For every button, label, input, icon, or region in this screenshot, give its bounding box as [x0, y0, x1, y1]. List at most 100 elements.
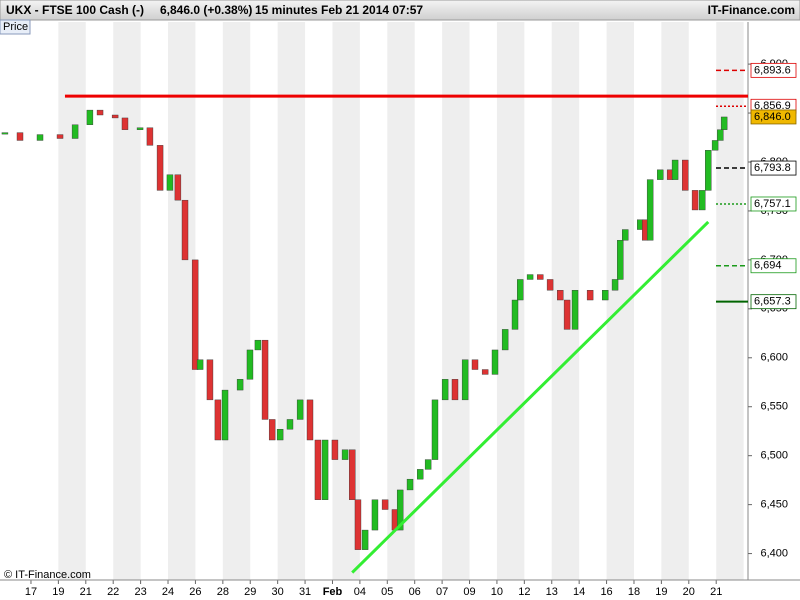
candle — [720, 116, 728, 130]
datetime: Feb 21 2014 07:57 — [321, 3, 423, 17]
day-band — [661, 22, 689, 580]
candle — [371, 499, 379, 531]
candle — [557, 290, 564, 301]
y-tick-label: 6,400 — [760, 547, 788, 559]
x-tick-label: 12 — [518, 586, 530, 598]
y-tick-label: 6,450 — [760, 499, 788, 511]
x-tick-label: 14 — [573, 586, 585, 598]
candle — [56, 134, 64, 139]
day-band — [496, 22, 525, 580]
candle — [381, 499, 389, 510]
panel-tab[interactable] — [0, 19, 31, 35]
candle — [96, 109, 104, 116]
y-tick-label: 6,600 — [760, 352, 788, 364]
candle — [321, 439, 329, 500]
level-label: 6,694 — [754, 260, 782, 272]
candle — [296, 399, 304, 420]
candle — [501, 329, 509, 351]
candle — [646, 179, 654, 241]
level-label: 6,893.6 — [754, 64, 791, 76]
x-tick-label: 21 — [80, 586, 92, 598]
candle — [451, 379, 459, 401]
candle — [306, 399, 314, 441]
candle — [156, 145, 164, 191]
level-box — [750, 62, 797, 78]
x-tick-label: 29 — [244, 586, 256, 598]
trend-line — [351, 220, 710, 574]
level-box — [750, 109, 797, 125]
candle — [246, 349, 254, 380]
interval: 15 minutes — [255, 3, 318, 17]
candle — [586, 290, 594, 301]
day-band — [168, 22, 196, 580]
candle — [181, 199, 189, 261]
candle — [526, 274, 534, 280]
x-tick-label: 19 — [655, 586, 667, 598]
candle — [481, 369, 489, 375]
candle — [191, 259, 199, 370]
candle — [563, 299, 571, 330]
candle — [286, 419, 294, 430]
x-tick-label: 24 — [162, 586, 174, 598]
candle — [511, 299, 519, 330]
x-tick-label: 10 — [491, 586, 503, 598]
candle — [166, 174, 174, 191]
candle — [491, 349, 499, 375]
x-tick-label: Feb — [323, 586, 343, 598]
candle — [111, 114, 119, 119]
x-tick-label: 18 — [628, 586, 640, 598]
day-band — [113, 22, 141, 580]
symbol: UKX - FTSE 100 Cash (-) — [6, 3, 144, 17]
candle — [136, 127, 144, 130]
x-tick-label: 19 — [52, 586, 64, 598]
candle — [622, 229, 629, 241]
candle — [276, 429, 284, 441]
candle — [682, 159, 689, 191]
candle — [671, 159, 679, 180]
x-tick-label: 07 — [436, 586, 448, 598]
candle — [699, 190, 706, 211]
x-tick-label: 20 — [683, 586, 695, 598]
x-tick-label: 22 — [107, 586, 119, 598]
level-label: 6,856.9 — [754, 100, 791, 112]
candle — [546, 279, 554, 291]
candle — [361, 529, 369, 550]
candle — [146, 127, 154, 146]
level-label: 6,846.0 — [754, 111, 791, 123]
level-box — [750, 258, 797, 274]
candle — [214, 399, 222, 441]
level-box — [750, 160, 797, 176]
level-box — [750, 196, 797, 212]
y-tick-label: 6,500 — [760, 450, 788, 462]
x-tick-label: 23 — [134, 586, 146, 598]
candle — [221, 389, 229, 441]
candle — [424, 459, 432, 470]
candle — [537, 274, 544, 280]
x-tick-label: 31 — [299, 586, 311, 598]
day-band — [58, 22, 86, 580]
candle — [711, 140, 719, 151]
candle — [36, 134, 44, 141]
day-band — [277, 22, 306, 580]
panel-label[interactable]: Price — [3, 21, 28, 33]
candle — [331, 439, 339, 460]
candle — [1, 132, 9, 135]
header-bar — [0, 0, 800, 21]
brand: IT-Finance.com — [708, 3, 795, 17]
quote: 6,846.0 (+0.38%) — [160, 3, 252, 17]
y-tick-label: 6,550 — [760, 401, 788, 413]
candle — [517, 279, 524, 301]
candle — [268, 419, 276, 441]
level-box — [750, 294, 797, 310]
candle — [254, 339, 262, 351]
x-tick-label: 16 — [600, 586, 612, 598]
candle — [657, 169, 664, 180]
candle — [406, 478, 414, 491]
candle — [349, 449, 356, 500]
candle — [236, 379, 244, 391]
candle — [471, 359, 479, 370]
x-tick-label: 17 — [25, 586, 37, 598]
level-label: 6,657.3 — [754, 296, 791, 308]
candle — [174, 174, 182, 201]
